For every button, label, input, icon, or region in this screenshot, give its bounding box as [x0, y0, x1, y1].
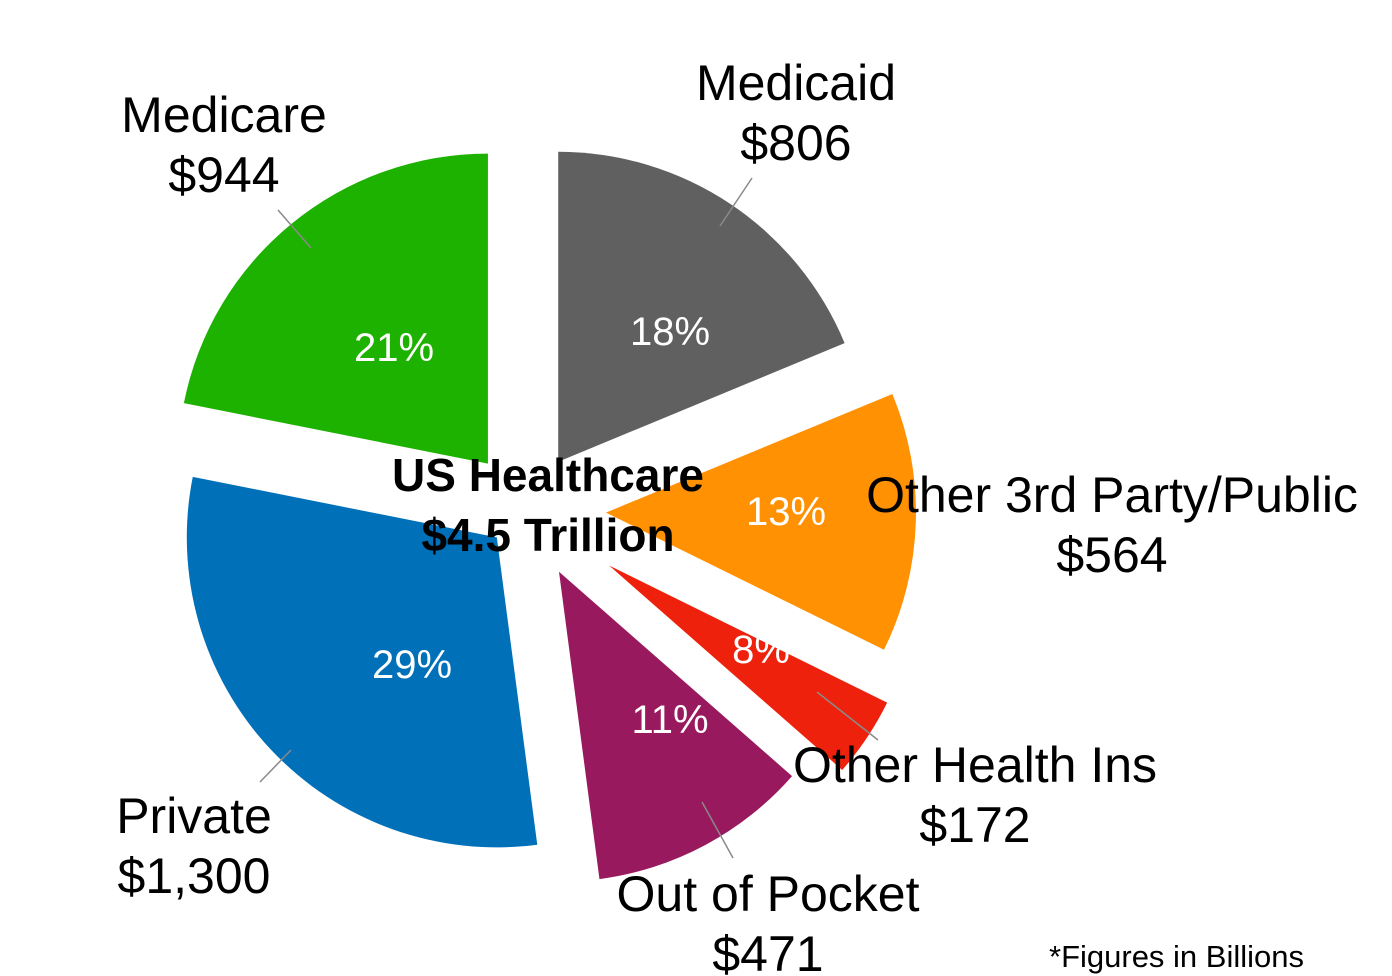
leader-line-private	[259, 749, 292, 783]
pie-slice-private	[186, 476, 538, 848]
pie-slice-oop	[558, 571, 793, 880]
category-label-other3rd: Other 3rd Party/Public	[866, 467, 1358, 523]
percent-label-oop: 11%	[631, 698, 708, 742]
leader-line-medicare	[277, 209, 312, 249]
pie-slices	[183, 151, 916, 880]
percent-label-otherins: 8%	[732, 628, 790, 672]
slice-labels: 18% Medicaid$806 13% Other 3rd Party/Public…	[116, 55, 1358, 976]
amount-label-other3rd: $564	[1056, 527, 1167, 583]
pie-slice-other3rd	[605, 393, 916, 650]
chart-subtitle: $4.5 Trillion	[421, 509, 674, 561]
percent-label-other3rd: 13%	[746, 490, 826, 534]
leader-lines	[259, 177, 879, 859]
pie-slice-medicaid	[558, 151, 845, 462]
percent-label-private: 29%	[372, 643, 452, 687]
pie-slice-medicare	[183, 153, 488, 464]
amount-label-otherins: $172	[919, 797, 1030, 853]
amount-label-oop: $471	[712, 926, 823, 976]
percent-label-medicaid: 18%	[630, 310, 710, 354]
category-label-private: Private	[116, 788, 272, 844]
amount-label-private: $1,300	[118, 848, 271, 904]
amount-label-medicaid: $806	[740, 115, 851, 171]
footnote: *Figures in Billions	[1049, 939, 1304, 974]
category-label-medicare: Medicare	[121, 87, 327, 143]
category-label-oop: Out of Pocket	[617, 866, 920, 922]
chart-title: US Healthcare	[392, 449, 704, 501]
leader-line-oop	[701, 801, 734, 859]
category-label-medicaid: Medicaid	[696, 55, 896, 111]
amount-label-medicare: $944	[168, 147, 279, 203]
leader-line-medicaid	[719, 177, 753, 227]
leader-line-otherins	[816, 691, 879, 741]
category-label-otherins: Other Health Ins	[793, 737, 1157, 793]
percent-label-medicare: 21%	[354, 326, 434, 370]
pie-slice-otherins	[609, 565, 888, 770]
